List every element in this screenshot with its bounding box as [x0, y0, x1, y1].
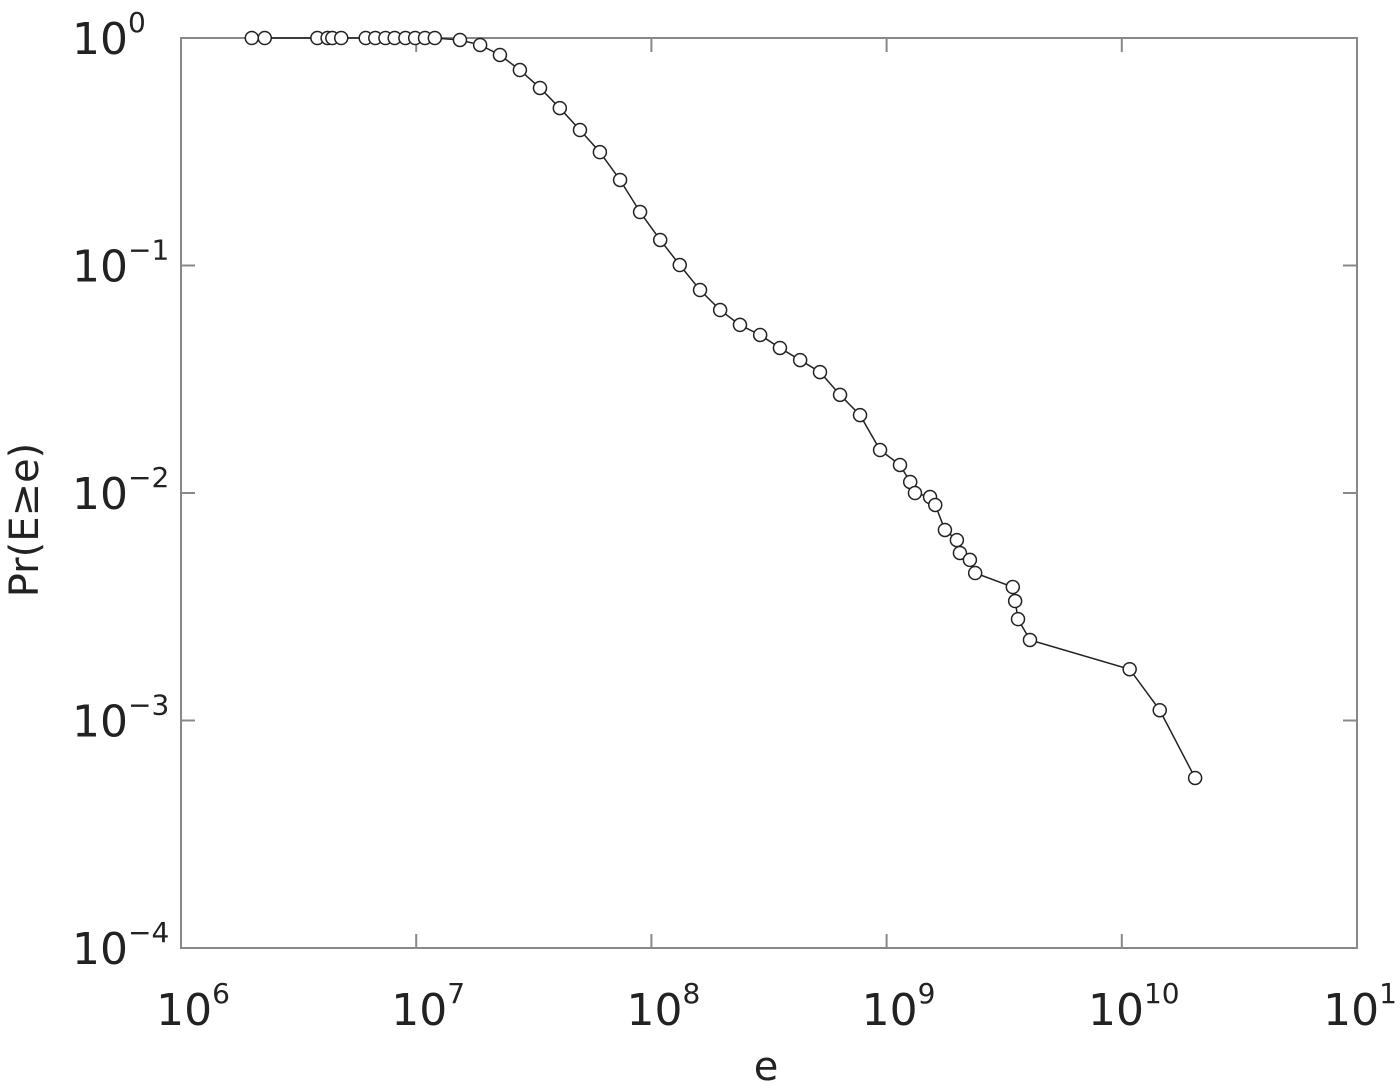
data-point: [907, 485, 923, 501]
data-point: [967, 565, 983, 581]
data-point: [1005, 579, 1021, 595]
tick-label-base: 10: [862, 985, 918, 1036]
y-axis-label: Pr(E≥e): [2, 443, 48, 597]
tick-label: 10−1: [72, 234, 169, 293]
data-point: [962, 552, 978, 568]
data-point: [632, 204, 648, 220]
data-point: [927, 497, 943, 513]
data-point: [612, 172, 628, 188]
tick-label-exponent: 6: [212, 977, 230, 1010]
data-point: [452, 32, 468, 48]
data-point: [832, 387, 848, 403]
data-point: [244, 30, 260, 46]
data-point: [872, 442, 888, 458]
data-point: [937, 522, 953, 538]
tick-label-base: 10: [156, 985, 212, 1036]
data-point: [812, 364, 828, 380]
data-point: [532, 80, 548, 96]
tick-label-exponent: −3: [128, 689, 169, 722]
tick-label-exponent: −2: [128, 461, 169, 494]
data-point: [472, 37, 488, 53]
tick-label: 10−3: [72, 689, 169, 748]
data-point: [852, 407, 868, 423]
tick-label: 108: [626, 977, 700, 1036]
data-point: [892, 457, 908, 473]
tick-label-exponent: −1: [128, 234, 169, 267]
tick-label-exponent: 8: [682, 977, 700, 1010]
data-point: [752, 327, 768, 343]
tick-label-base: 10: [1088, 985, 1144, 1036]
data-point: [652, 232, 668, 248]
tick-label-exponent: 11: [1379, 977, 1400, 1010]
data-point: [1010, 611, 1026, 627]
tick-label-exponent: 9: [918, 977, 936, 1010]
tick-label: 100: [72, 6, 146, 65]
x-axis-label: e: [754, 1044, 779, 1084]
tick-label: 10−4: [72, 916, 169, 975]
data-point: [1022, 632, 1038, 648]
tick-label-base: 10: [1323, 985, 1379, 1036]
data-point: [732, 317, 748, 333]
tick-label: 109: [862, 977, 936, 1036]
tick-label-base: 10: [72, 697, 128, 748]
tick-label-exponent: 7: [447, 977, 465, 1010]
data-point: [949, 532, 965, 548]
data-point: [792, 352, 808, 368]
tick-label: 1010: [1088, 977, 1180, 1036]
data-point: [1122, 661, 1137, 677]
data-point: [692, 282, 708, 298]
plot-frame: [180, 37, 1358, 949]
data-point: [492, 47, 508, 63]
data-point: [592, 144, 608, 160]
tick-label-base: 10: [391, 985, 447, 1036]
tick-label-exponent: −4: [128, 916, 169, 949]
data-point: [952, 545, 968, 561]
tick-label: 10−2: [72, 461, 169, 520]
tick-label-base: 10: [626, 985, 682, 1036]
tick-label-exponent: 0: [128, 6, 146, 39]
data-point: [712, 302, 728, 318]
data-point: [427, 30, 443, 46]
series-line: [251, 37, 1196, 779]
data-point: [1007, 593, 1023, 609]
data-point: [512, 62, 528, 78]
tick-label-base: 10: [72, 469, 128, 520]
data-point: [572, 122, 588, 138]
tick-label: 106: [156, 977, 230, 1036]
tick-label: 107: [391, 977, 465, 1036]
data-point: [1152, 702, 1168, 718]
data-point: [772, 340, 788, 356]
tick-label-base: 10: [72, 242, 128, 293]
tick-label-exponent: 10: [1144, 977, 1180, 1010]
tick-label-base: 10: [72, 14, 128, 65]
data-point: [672, 257, 688, 273]
tick-label-base: 10: [72, 924, 128, 975]
data-point: [333, 30, 349, 46]
data-point: [257, 30, 272, 46]
data-point: [552, 100, 568, 116]
data-point: [1187, 770, 1203, 786]
